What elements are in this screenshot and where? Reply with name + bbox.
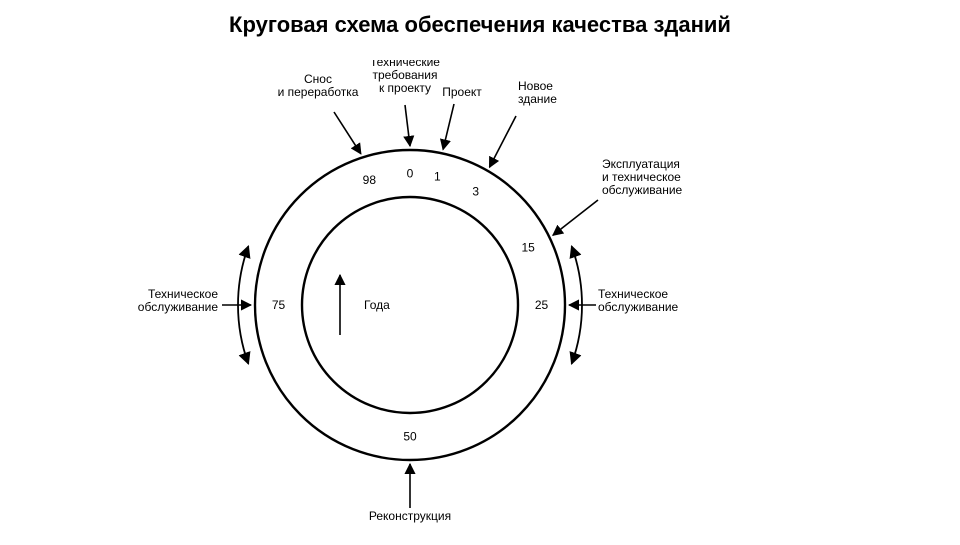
tick-3: 3 (472, 184, 479, 198)
tick-1: 1 (434, 170, 441, 184)
inner-ring (302, 197, 518, 413)
tick-25: 25 (535, 298, 549, 312)
label-rekon: Реконструкция (369, 509, 451, 523)
diagram-container: 0 1 3 15 25 50 75 98 Техническиетребованияк прое… (0, 60, 960, 540)
label-project: Проект (442, 85, 482, 99)
pointer-project (443, 104, 454, 149)
label-to_left: Техническоеобслуживание (138, 287, 219, 314)
tick-0: 0 (407, 167, 414, 181)
label-to_right: Техническоеобслуживание (598, 287, 679, 314)
label-tech_req: Техническиетребованияк проекту (370, 60, 440, 95)
pointer-tech_req (405, 105, 410, 146)
pointer-snos (334, 112, 361, 154)
pointer-expl (553, 200, 598, 235)
circular-scheme-svg: 0 1 3 15 25 50 75 98 Техническиетребованияк прое… (0, 60, 960, 540)
center-label: Года (364, 298, 390, 312)
tick-50: 50 (403, 430, 417, 444)
tick-75: 75 (272, 298, 286, 312)
page-title: Круговая схема обеспечения качества здан… (0, 12, 960, 38)
pointer-new_build (490, 116, 517, 167)
label-expl: Эксплуатацияи техническоеобслуживание (602, 157, 683, 197)
tick-15: 15 (522, 241, 536, 255)
label-new_build: Новоездание (518, 79, 557, 106)
tick-98: 98 (363, 173, 377, 187)
label-snos: Сноси переработка (278, 72, 359, 99)
